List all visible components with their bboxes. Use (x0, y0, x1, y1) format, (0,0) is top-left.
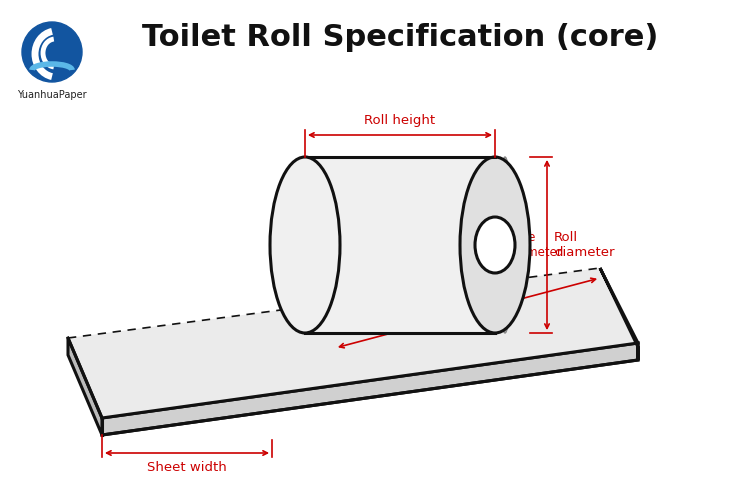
Circle shape (22, 22, 82, 82)
Polygon shape (600, 268, 638, 360)
Polygon shape (68, 338, 102, 435)
Text: Roll height: Roll height (364, 114, 436, 127)
Ellipse shape (498, 157, 512, 333)
Text: YuanhuaPaper: YuanhuaPaper (17, 90, 87, 100)
Text: Sheet length: Sheet length (434, 282, 519, 316)
Polygon shape (305, 157, 495, 333)
Ellipse shape (270, 157, 340, 333)
Text: Sheet width: Sheet width (147, 461, 227, 474)
Polygon shape (102, 343, 638, 435)
Text: Toilet Roll Specification (core): Toilet Roll Specification (core) (142, 24, 658, 52)
Text: Core
diameter: Core diameter (508, 231, 562, 259)
Polygon shape (68, 268, 638, 418)
Ellipse shape (460, 157, 530, 333)
Ellipse shape (475, 217, 515, 273)
Text: Roll
diameter: Roll diameter (554, 231, 614, 259)
